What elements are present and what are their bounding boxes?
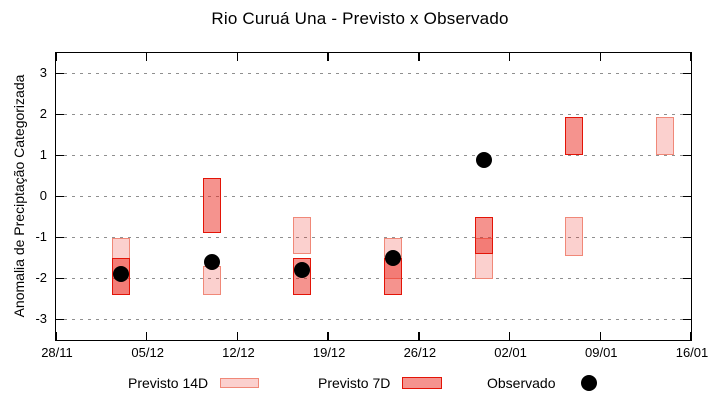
x-tick-mark-bottom [327,332,329,340]
y-tick-label: -1 [35,228,47,244]
y-tick-mark-left [56,154,64,157]
x-tick-label: 12/12 [222,345,255,360]
x-tick-mark-top [690,53,692,61]
x-tick-mark-bottom [599,332,602,340]
legend-label-previsto-7d: Previsto 7D [318,375,391,391]
y-tick-mark-right [683,318,691,321]
observado-point [294,262,311,279]
previsto-7d-box [565,116,584,156]
plot-area [55,52,692,341]
gridline [56,319,691,320]
y-tick-label: 3 [39,64,47,80]
x-tick-mark-top [327,53,329,61]
x-tick-mark-top [599,53,602,61]
x-tick-label: 26/12 [403,345,437,360]
y-tick-mark-right [683,277,691,280]
x-tick-label: 09/01 [585,345,618,360]
x-tick-mark-bottom [145,332,148,340]
y-tick-mark-right [683,236,691,239]
y-tick-mark-left [56,72,64,75]
legend-label-previsto-14d: Previsto 14D [128,375,209,391]
y-tick-label: -2 [35,269,47,285]
previsto-14d-box [565,217,584,256]
y-tick-mark-left [56,318,64,321]
legend-item-previsto-14d: Previsto 14D [128,372,260,394]
x-tick-label: 19/12 [312,345,346,360]
y-tick-label: 2 [39,105,47,121]
gridline [56,73,691,74]
observado-point [384,250,401,266]
x-tick-mark-top [418,53,420,61]
x-tick-mark-bottom [55,332,57,340]
x-tick-mark-bottom [690,332,692,340]
legend-item-previsto-7d: Previsto 7D [318,372,443,394]
observado-point [112,266,129,283]
x-tick-label: 16/01 [675,345,709,360]
chart-title: Rio Curuá Una - Previsto x Observado [211,9,509,28]
observado-dot-icon [581,375,598,391]
legend: Previsto 14D Previsto 7D Observado [0,372,720,396]
previsto-14d-box [656,116,675,156]
x-tick-mark-top [508,53,511,61]
gridline [56,155,691,156]
x-tick-label: 05/12 [131,345,164,360]
y-tick-mark-left [56,195,64,198]
y-tick-label: -3 [35,310,47,326]
y-tick-mark-left [56,236,64,239]
legend-label-observado: Observado [487,375,556,391]
previsto-14d-box [293,217,312,254]
x-tick-label: 28/11 [41,345,73,360]
previsto-7d-box [474,217,493,254]
previsto-7d-swatch-icon [402,377,443,389]
y-tick-mark-right [683,113,691,116]
y-tick-label: 1 [39,146,47,162]
gridline [56,237,691,238]
gridline [56,278,691,279]
x-tick-mark-top [55,53,57,61]
previsto-14d-swatch-icon [220,378,260,388]
previsto-14d-box [202,266,221,295]
x-tick-label: 02/01 [494,345,527,360]
previsto-7d-box [202,178,221,234]
x-tick-mark-bottom [508,332,511,340]
y-tick-mark-left [56,277,64,280]
y-tick-mark-left [56,113,64,116]
observado-point [203,254,220,271]
legend-item-observado: Observado [487,372,598,394]
y-tick-mark-right [683,72,691,75]
x-tick-mark-top [236,53,239,61]
gridline [56,114,691,115]
x-tick-mark-top [145,53,148,61]
observado-point [475,151,492,168]
gridline [56,196,691,197]
x-tick-mark-bottom [236,332,239,340]
y-tick-mark-right [683,154,691,157]
x-tick-mark-bottom [418,332,420,340]
y-tick-mark-right [683,195,691,198]
y-tick-label: 0 [39,187,47,203]
